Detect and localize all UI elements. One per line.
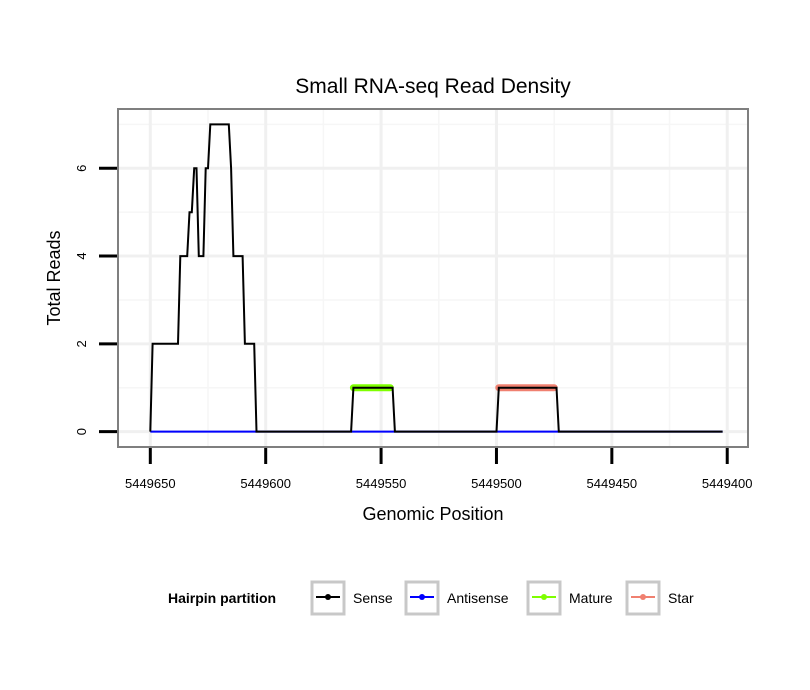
x-tick-label: 5449550: [356, 476, 407, 491]
legend-key-dot: [419, 594, 425, 600]
legend-label: Star: [668, 590, 694, 606]
x-tick-label: 5449600: [240, 476, 291, 491]
y-axis: 0 2 4 6: [74, 165, 117, 435]
y-tick-label: 2: [74, 340, 89, 347]
series-layer: [149, 123, 723, 433]
y-axis-label: Total Reads: [44, 230, 64, 325]
legend-items: Sense Antisense Mature Star: [310, 580, 694, 616]
panel-background: [118, 109, 748, 447]
legend-key-dot: [541, 594, 547, 600]
legend-label: Sense: [353, 590, 393, 606]
x-tick-label: 5449400: [702, 476, 753, 491]
legend-key-dot: [325, 594, 331, 600]
legend-label: Mature: [569, 590, 613, 606]
chart-title: Small RNA-seq Read Density: [295, 75, 571, 98]
legend-key-dot: [640, 594, 646, 600]
series-line-sense: [149, 123, 723, 433]
x-tick-label: 5449450: [587, 476, 638, 491]
x-tick-label: 5449500: [471, 476, 522, 491]
plot-panel: [117, 108, 749, 448]
y-tick-label: 4: [74, 252, 89, 259]
legend-title: Hairpin partition: [168, 590, 276, 606]
panel-border: [117, 108, 749, 448]
x-axis: 5449650 5449600 5449550 5449500 5449450 54494…: [125, 448, 753, 491]
x-axis-label: Genomic Position: [362, 504, 503, 524]
y-tick-label: 6: [74, 165, 89, 172]
grid-lines: [118, 109, 748, 447]
legend-label: Antisense: [447, 590, 509, 606]
legend: Hairpin partition Sense Antisense Mature St…: [168, 580, 694, 616]
y-tick-label: 0: [74, 428, 89, 435]
x-tick-label: 5449650: [125, 476, 176, 491]
